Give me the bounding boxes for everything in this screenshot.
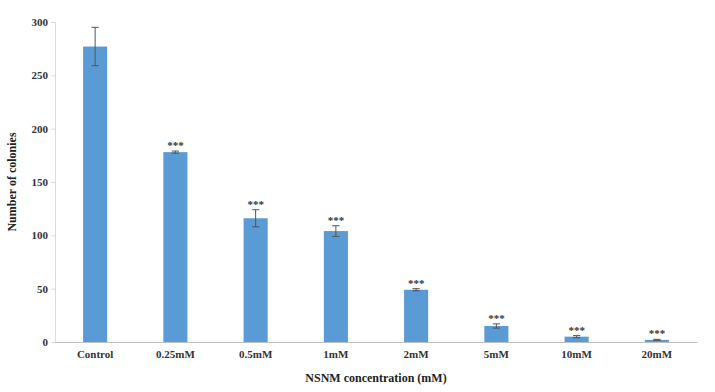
- y-tick-mark: [51, 289, 55, 290]
- y-tick-mark: [51, 182, 55, 183]
- error-bar-cap: [493, 328, 500, 329]
- annotation: ***: [167, 139, 184, 151]
- x-axis: Control 0.25mM 0.5mM 1mM 2mM 5mM 10mM 20mM: [56, 342, 698, 360]
- annotation: ***: [247, 198, 264, 210]
- x-tick: 0.5mM: [239, 342, 273, 360]
- y-tick-label: 300: [32, 16, 49, 28]
- x-axis-title: NSNM concentration (mM): [305, 371, 446, 385]
- error-bar: [92, 27, 99, 65]
- error-bar-cap: [413, 290, 420, 291]
- annotation: ***: [649, 327, 666, 339]
- x-tick: 1mM: [323, 342, 349, 360]
- x-tick-label: Control: [77, 348, 113, 360]
- y-tick: 100: [32, 229, 56, 241]
- bar: [324, 231, 348, 342]
- y-tick-mark: [51, 75, 55, 76]
- y-tick-label: 50: [37, 283, 49, 295]
- bar: [565, 337, 589, 342]
- error-bar-cap: [653, 340, 660, 341]
- annotation: ***: [488, 312, 505, 324]
- error-bar: [493, 324, 500, 328]
- error-bar-cap: [172, 153, 179, 154]
- annotations: *** *** *** *** *** *** ***: [167, 139, 666, 339]
- annotation: ***: [568, 324, 585, 336]
- x-tick: Control: [77, 342, 113, 360]
- y-tick-label: 0: [43, 336, 49, 348]
- error-bar-stem: [95, 27, 96, 65]
- x-tick-label: 1mM: [323, 348, 349, 360]
- bar: [484, 326, 508, 342]
- y-axis-title: Number of colonies: [5, 132, 19, 231]
- chart: 0 50 100 150 200 250 300 Control 0.25mM 0.5mM 1mM 2…: [0, 0, 715, 392]
- bar: [244, 218, 268, 342]
- error-bar: [653, 339, 660, 340]
- y-tick-mark: [51, 235, 55, 236]
- x-tick: 2mM: [404, 342, 430, 360]
- y-tick: 250: [32, 69, 56, 81]
- x-tick-label: 20mM: [642, 348, 673, 360]
- x-tick-label: 0.25mM: [156, 348, 195, 360]
- y-tick-mark: [51, 342, 55, 343]
- x-tick-label: 5mM: [484, 348, 510, 360]
- y-tick: 150: [32, 176, 56, 188]
- annotation: ***: [328, 214, 345, 226]
- x-tick: 20mM: [642, 342, 673, 360]
- y-tick: 50: [37, 283, 55, 295]
- y-tick-label: 250: [32, 69, 49, 81]
- marks: [83, 27, 669, 342]
- error-bar-stem: [335, 226, 336, 237]
- error-bar-cap: [573, 337, 580, 338]
- error-bar-stem: [255, 210, 256, 227]
- y-tick: 200: [32, 123, 56, 135]
- y-tick: 300: [32, 16, 56, 28]
- y-tick-label: 150: [32, 176, 49, 188]
- x-axis-line: [56, 342, 698, 343]
- plot: 0 50 100 150 200 250 300 Control 0.25mM 0.5mM 1mM 2…: [32, 16, 698, 360]
- annotation: ***: [408, 277, 425, 289]
- x-tick: 0.25mM: [156, 342, 195, 360]
- error-bar-cap: [92, 65, 99, 66]
- error-bar: [252, 210, 259, 227]
- x-tick-label: 2mM: [404, 348, 430, 360]
- y-tick-mark: [51, 22, 55, 23]
- y-tick-label: 200: [32, 123, 49, 135]
- error-bar-cap: [332, 236, 339, 237]
- y-tick-label: 100: [32, 229, 49, 241]
- error-bar: [413, 289, 420, 291]
- bar: [645, 340, 669, 342]
- y-tick: 0: [43, 336, 56, 348]
- x-tick: 5mM: [484, 342, 510, 360]
- error-bar: [573, 336, 580, 338]
- bar: [83, 47, 107, 342]
- error-bar: [172, 151, 179, 153]
- error-bar-cap: [252, 226, 259, 227]
- bar: [163, 152, 187, 342]
- y-axis: 0 50 100 150 200 250 300: [32, 16, 56, 348]
- error-bar-cap: [92, 27, 99, 28]
- x-tick: 10mM: [561, 342, 592, 360]
- x-tick-label: 0.5mM: [239, 348, 273, 360]
- y-axis-line: [51, 23, 56, 343]
- error-bar-stem: [496, 324, 497, 328]
- y-tick-mark: [51, 129, 55, 130]
- x-tick-label: 10mM: [561, 348, 592, 360]
- error-bar: [332, 226, 339, 237]
- bar: [404, 290, 428, 342]
